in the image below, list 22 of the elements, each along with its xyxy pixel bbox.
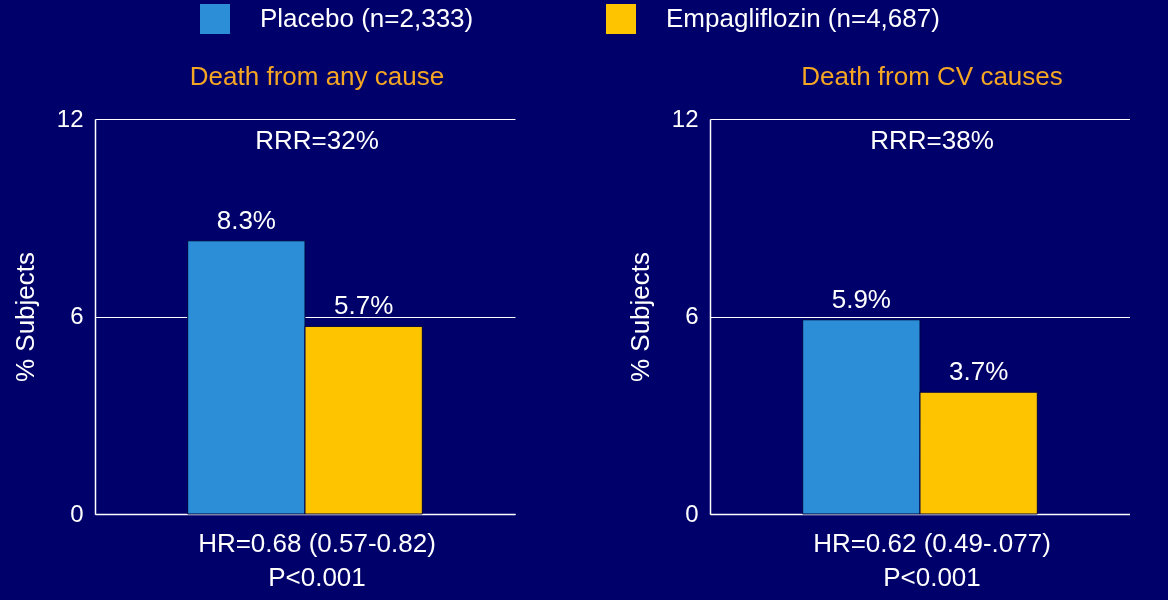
y-tick-label: 12 (56, 104, 84, 132)
y-tick-label: 0 (685, 499, 699, 527)
data-label: 5.7% (334, 290, 394, 321)
text: P<0.001 (268, 562, 366, 592)
annotation: RRR=32% (255, 125, 379, 155)
data-label: 8.3% (216, 204, 276, 235)
chart-title: Death from any cause (189, 61, 445, 91)
y-tick-label: 6 (70, 302, 84, 329)
y-tick-label: 12 (671, 104, 699, 132)
legend-label: Empagliflozin (n=4,687) (666, 3, 940, 33)
annotation: RRR=38% (870, 125, 994, 155)
chart-title: Death from CV causes (801, 61, 1063, 91)
y-axis-title: % Subjects (624, 251, 655, 383)
y-axis-title: % Subjects (9, 251, 40, 383)
text: HR=0.68 (0.57-0.82) (198, 528, 436, 558)
y-tick-label: 6 (685, 302, 699, 329)
text: P<0.001 (883, 562, 981, 592)
legend-label: Placebo (n=2,333) (260, 3, 474, 33)
data-label: 3.7% (949, 356, 1009, 387)
text: HR=0.62 (0.49-.077) (813, 528, 1051, 558)
y-tick-label: 0 (70, 499, 84, 527)
data-label: 5.9% (831, 283, 891, 314)
